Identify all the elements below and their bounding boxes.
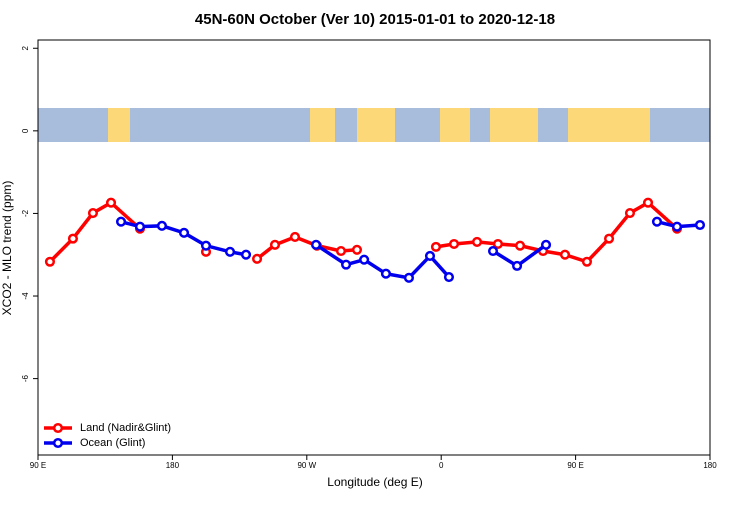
map-ocean (335, 108, 357, 142)
point (642, 197, 654, 208)
point (240, 249, 252, 260)
point (487, 245, 499, 257)
point (471, 236, 483, 247)
point (269, 239, 281, 250)
x-tick-label: 180 (166, 461, 180, 470)
legend-marker (52, 437, 64, 449)
y-axis-label: XCO2 - MLO trend (ppm) (0, 181, 14, 316)
point (604, 233, 615, 244)
map-ocean (38, 108, 108, 142)
point (540, 239, 552, 250)
x-axis-label: Longitude (deg E) (327, 475, 422, 489)
x-tick-label: 90 E (567, 461, 583, 470)
point (311, 239, 322, 250)
point (178, 227, 190, 238)
map-ocean (650, 108, 710, 142)
point (624, 207, 636, 219)
point (351, 244, 363, 255)
point (430, 241, 442, 252)
x-tick-label: 90 W (297, 461, 316, 470)
map-ocean (395, 108, 440, 142)
map-strip (38, 108, 710, 142)
point (105, 197, 117, 208)
chart-title: 45N-60N October (Ver 10) 2015-01-01 to 2… (195, 11, 555, 28)
point (559, 249, 571, 260)
plot-frame (37, 39, 711, 456)
map-ocean (470, 108, 490, 142)
point (289, 231, 301, 243)
x-tick-label: 90 E (30, 461, 46, 470)
point (514, 240, 526, 251)
y-tick-label: 2 (21, 45, 30, 50)
point (335, 245, 347, 257)
point (67, 233, 78, 244)
point (581, 256, 592, 267)
point (671, 221, 683, 232)
point (694, 219, 706, 231)
point (403, 272, 414, 283)
y-tick-label: -6 (21, 375, 30, 383)
point (156, 220, 167, 231)
point (651, 216, 663, 227)
point (115, 216, 127, 227)
point (224, 246, 236, 257)
point (252, 253, 263, 264)
legend-label: Ocean (Glint) (80, 437, 145, 449)
point (443, 271, 455, 283)
point (87, 207, 99, 219)
point (512, 260, 523, 271)
point (359, 254, 370, 265)
legend-label: Land (Nadir&Glint) (80, 422, 171, 434)
point (424, 250, 436, 262)
y-tick-label: -2 (21, 209, 30, 217)
point (492, 238, 503, 250)
x-tick-label: 180 (703, 461, 717, 470)
point (200, 240, 212, 251)
legend-marker (52, 422, 64, 434)
point (134, 221, 146, 232)
map-ocean (538, 108, 568, 142)
x-tick-label: 0 (439, 461, 444, 470)
y-tick-label: -4 (21, 292, 30, 300)
map-ocean (130, 108, 310, 142)
point (448, 238, 460, 250)
point (380, 268, 391, 279)
point (341, 259, 352, 270)
y-tick-label: 0 (21, 128, 30, 133)
point (44, 256, 55, 267)
